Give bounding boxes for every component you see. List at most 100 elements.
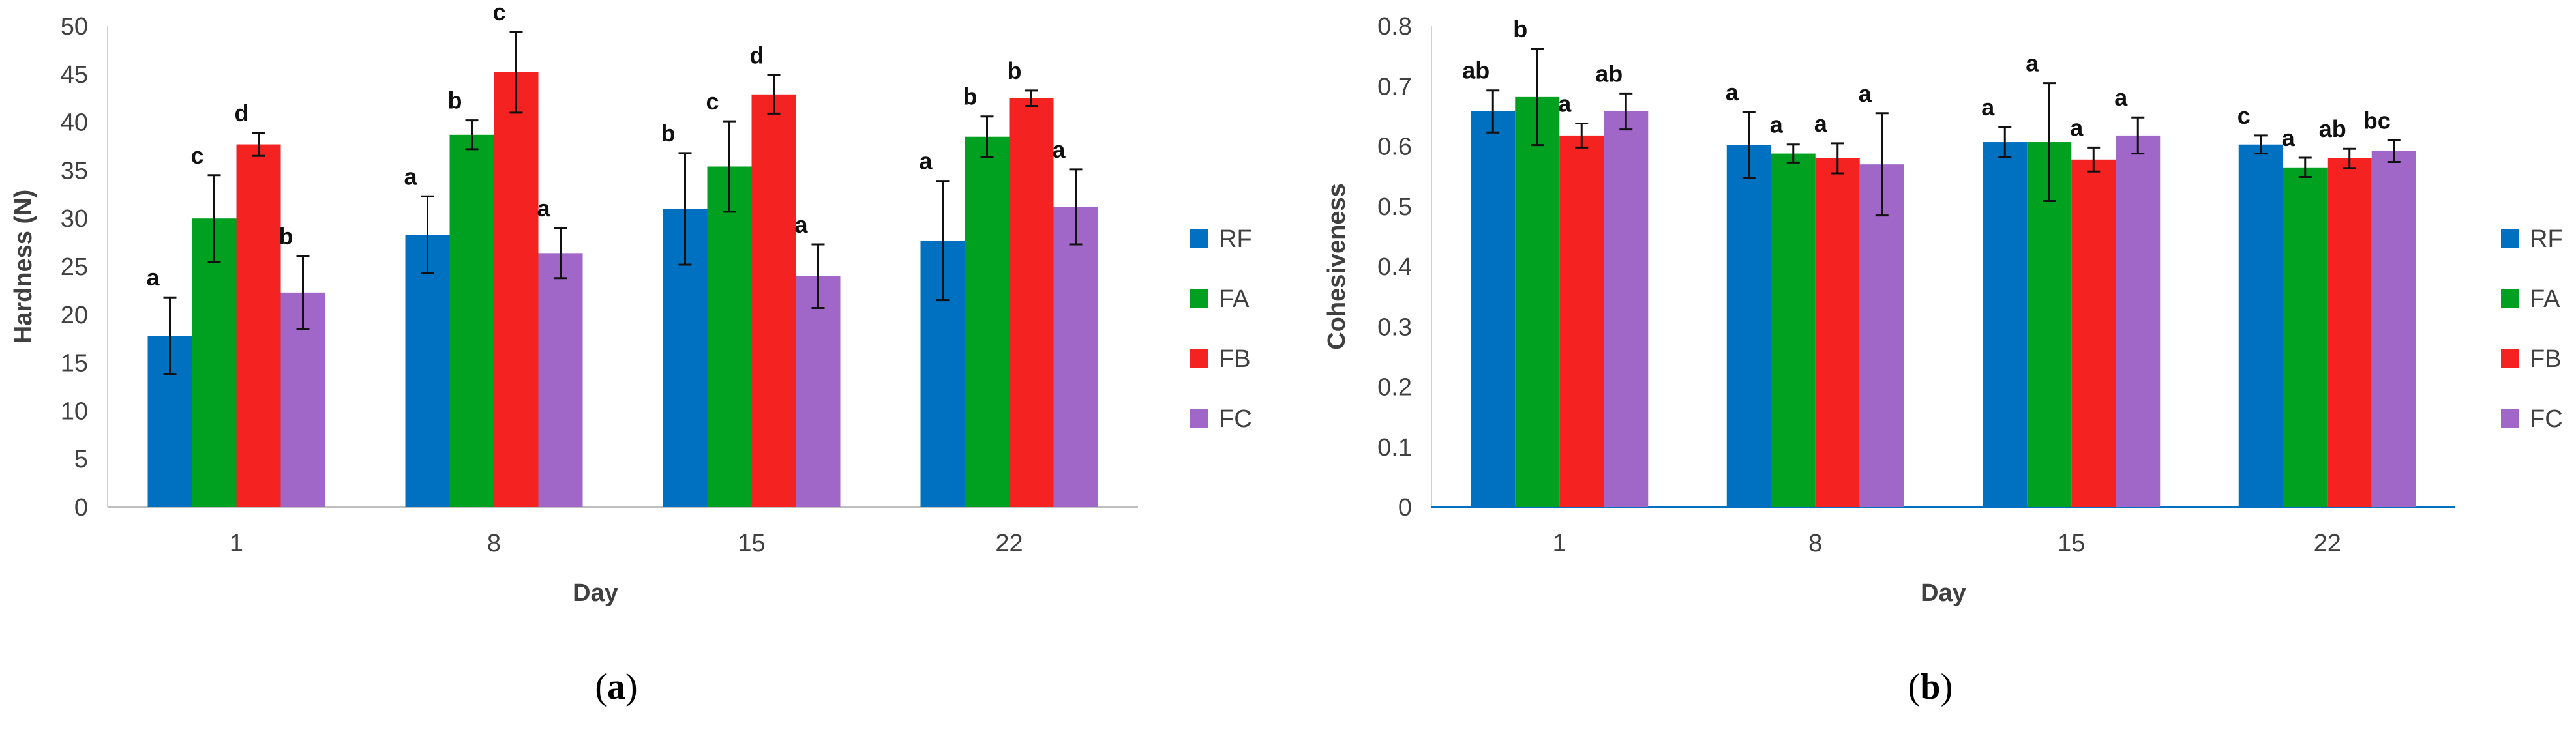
- error-bars: [1486, 48, 2401, 217]
- y-tick-label: 35: [61, 157, 88, 184]
- significance-letter: c: [190, 142, 203, 169]
- x-axis-title: Day: [1921, 579, 1966, 607]
- significance-letter: a: [1558, 90, 1572, 117]
- significance-letter: b: [1008, 57, 1022, 84]
- significance-letter: a: [919, 148, 933, 175]
- bar-FA-day-8: [449, 134, 494, 508]
- bars: [1471, 96, 2416, 508]
- bar-FA-day-15: [707, 166, 752, 508]
- x-tick-labels: 1 8 15 22: [230, 530, 1023, 557]
- y-tick-labels: 0 0.1 0.2 0.3 0.4 0.5 0.6 0.7 0.8: [1377, 13, 1412, 521]
- significance-letter: bc: [2363, 107, 2391, 134]
- significance-letter: a: [404, 163, 417, 190]
- bar-FC-day-8: [538, 253, 583, 507]
- bars: [147, 72, 1098, 508]
- panel-label-b: (b): [1908, 667, 1953, 707]
- panel-label-a: (a): [595, 667, 637, 707]
- significance-letter: c: [492, 0, 505, 25]
- legend-label-FB: FB: [2530, 345, 2562, 373]
- legend-swatch-FC: [2501, 409, 2519, 428]
- bar-FC-day-15: [796, 276, 841, 507]
- significance-letter: a: [1859, 80, 1872, 107]
- significance-letter: a: [146, 264, 160, 291]
- legend-swatch-FB: [1190, 349, 1208, 368]
- y-tick-label: 30: [61, 205, 88, 233]
- y-tick-label: 15: [61, 350, 88, 377]
- y-tick-label: 0.1: [1377, 434, 1412, 461]
- y-tick-label: 45: [61, 61, 88, 89]
- x-tick-label: 22: [2314, 530, 2341, 557]
- y-tick-label: 0: [74, 494, 88, 521]
- significance-letter: b: [963, 83, 978, 110]
- significance-letter: a: [2282, 124, 2296, 151]
- legend-label-FC: FC: [1219, 405, 1252, 433]
- bar-FB-day-8: [1815, 158, 1860, 507]
- y-tick-label: 0.8: [1377, 13, 1412, 40]
- bar-FC-day-1: [1604, 111, 1649, 507]
- significance-letter: a: [1052, 136, 1066, 163]
- bar-FA-day-1: [192, 218, 237, 507]
- bar-FB-day-22: [1009, 98, 1054, 507]
- x-tick-label: 15: [738, 530, 765, 557]
- error-bars: [163, 31, 1083, 375]
- bar-FA-day-15: [2027, 142, 2072, 508]
- x-tick-label: 22: [995, 530, 1023, 557]
- significance-letter: c: [2238, 102, 2251, 129]
- bar-FC-day-15: [2116, 135, 2161, 507]
- bar-FB-day-15: [751, 94, 796, 507]
- bar-RF-day-1: [1471, 111, 1516, 507]
- significance-letter: a: [2070, 114, 2084, 141]
- y-tick-label: 0.7: [1377, 73, 1412, 100]
- y-tick-label: 5: [74, 446, 88, 473]
- bar-FB-day-15: [2071, 159, 2116, 508]
- significance-letter: a: [2114, 84, 2128, 111]
- legend-label-FC: FC: [2530, 405, 2563, 433]
- bar-RF-day-8: [1726, 145, 1771, 507]
- bar-FC-day-22: [2371, 151, 2416, 507]
- y-tick-label: 0.3: [1377, 314, 1412, 341]
- bar-FB-day-22: [2327, 158, 2372, 507]
- x-tick-label: 8: [1808, 530, 1822, 557]
- significance-letter: d: [235, 100, 249, 126]
- y-axis-title: Hardness (N): [10, 190, 37, 344]
- significance-letters: a c d b a b c a b c d a a b b a: [146, 0, 1066, 291]
- x-tick-label: 1: [230, 530, 243, 557]
- panel-b-cohesiveness-chart: 00.10.20.30.40.50.60.70.8 1 8 15 22 abbaaba…: [1323, 13, 2563, 707]
- legend-label-FA: FA: [2530, 285, 2560, 313]
- x-axis-title: Day: [573, 579, 618, 607]
- significance-letter: b: [661, 120, 676, 147]
- significance-letter: a: [1726, 79, 1739, 106]
- significance-letter: d: [750, 42, 764, 68]
- y-tick-label: 0.4: [1377, 254, 1412, 281]
- significance-letter: a: [1770, 111, 1784, 138]
- bar-FB-day-8: [494, 72, 539, 507]
- legend: RF FA FB FC: [2501, 226, 2563, 433]
- legend-swatch-RF: [1190, 229, 1208, 248]
- legend-label-RF: RF: [1219, 226, 1252, 253]
- y-tick-label: 0.5: [1377, 194, 1412, 221]
- legend-swatch-FA: [2501, 289, 2519, 308]
- significance-letter: a: [537, 195, 550, 222]
- y-tick-label: 20: [61, 302, 88, 329]
- bar-FA-day-8: [1771, 153, 1816, 507]
- significance-letter: b: [448, 87, 462, 114]
- x-tick-label: 15: [2058, 530, 2085, 557]
- bar-FB-day-1: [1559, 135, 1604, 507]
- legend: RF FA FB FC: [1190, 226, 1252, 433]
- legend-swatch-FB: [2501, 349, 2519, 368]
- significance-letter: c: [706, 88, 719, 115]
- significance-letter: ab: [1595, 60, 1623, 87]
- bar-RF-day-8: [405, 235, 450, 507]
- legend-swatch-FA: [1190, 289, 1208, 308]
- legend-swatch-RF: [2501, 229, 2519, 248]
- x-tick-label: 8: [487, 530, 501, 557]
- bar-RF-day-15: [1983, 142, 2028, 508]
- legend-label-FA: FA: [1219, 285, 1250, 313]
- x-tick-label: 1: [1553, 530, 1566, 557]
- bar-FA-day-1: [1515, 96, 1560, 508]
- significance-letter: b: [1513, 16, 1527, 42]
- significance-letter: a: [794, 211, 808, 238]
- y-tick-label: 10: [61, 398, 88, 425]
- significance-letter: ab: [1462, 57, 1490, 84]
- significance-letter: ab: [2319, 115, 2346, 142]
